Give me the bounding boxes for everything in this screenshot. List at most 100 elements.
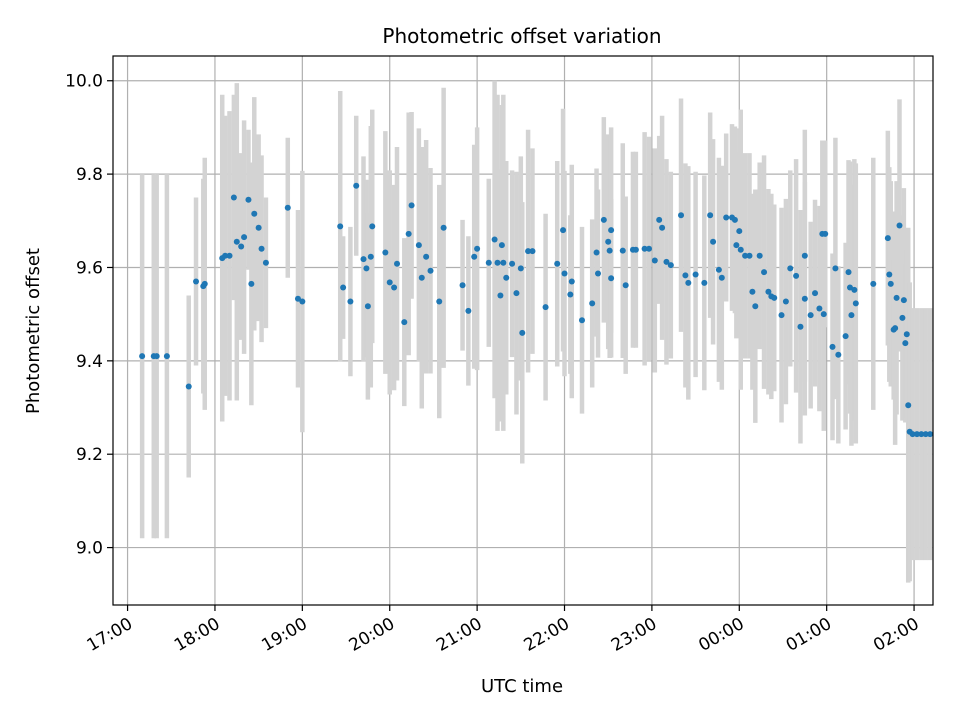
data-point xyxy=(391,284,398,291)
data-point xyxy=(807,312,814,319)
data-point xyxy=(503,274,510,281)
data-point xyxy=(299,298,306,305)
data-point xyxy=(682,272,689,279)
data-point xyxy=(710,238,717,245)
data-point xyxy=(245,196,252,203)
data-point xyxy=(852,300,859,307)
data-point xyxy=(918,431,925,438)
data-point xyxy=(645,245,652,252)
data-point xyxy=(337,223,344,230)
data-point xyxy=(701,279,708,286)
data-point xyxy=(163,353,170,360)
data-point xyxy=(360,256,367,263)
data-point xyxy=(692,271,699,278)
data-point xyxy=(255,224,262,231)
data-point xyxy=(294,295,301,302)
y-axis-label: Photometric offset xyxy=(23,248,44,414)
data-point xyxy=(742,252,749,259)
data-point xyxy=(233,238,240,245)
y-axis-ticks: 9.0 9.2 9.4 9.6 9.8 10.0 xyxy=(65,72,113,559)
data-point xyxy=(418,274,425,281)
data-point xyxy=(605,238,612,245)
data-point xyxy=(238,243,245,250)
data-point xyxy=(394,260,401,267)
data-point xyxy=(415,242,422,249)
data-point xyxy=(829,343,836,350)
data-point xyxy=(835,351,842,358)
data-point xyxy=(436,298,443,305)
data-point xyxy=(765,288,772,295)
data-point xyxy=(896,222,903,229)
data-point xyxy=(353,182,360,189)
data-point xyxy=(568,278,575,285)
data-point xyxy=(251,210,258,217)
data-point xyxy=(386,279,393,286)
data-point xyxy=(193,278,200,285)
data-point xyxy=(887,280,894,287)
data-point xyxy=(685,279,692,286)
data-point xyxy=(459,282,466,289)
data-point xyxy=(884,235,891,242)
data-point xyxy=(567,291,574,298)
data-point xyxy=(369,223,376,230)
data-point xyxy=(787,265,794,272)
data-point xyxy=(801,295,808,302)
data-point xyxy=(593,249,600,256)
data-point xyxy=(761,269,768,276)
data-point xyxy=(651,257,658,264)
data-point xyxy=(262,259,269,266)
data-point xyxy=(736,228,743,235)
data-point xyxy=(913,431,920,438)
data-point xyxy=(797,323,804,330)
data-point xyxy=(529,248,536,255)
data-point xyxy=(284,204,291,211)
data-point xyxy=(903,331,910,338)
chart-title: Photometric offset variation xyxy=(382,24,661,48)
data-point xyxy=(746,252,753,259)
data-point xyxy=(905,402,912,409)
data-point xyxy=(367,253,374,260)
data-point xyxy=(363,265,370,272)
data-point xyxy=(632,246,639,253)
data-point xyxy=(718,274,725,281)
data-point xyxy=(606,247,613,254)
plot-area-frame xyxy=(112,55,934,606)
data-point xyxy=(731,216,738,223)
data-point xyxy=(608,227,615,234)
data-point xyxy=(892,325,899,332)
data-points xyxy=(139,182,934,438)
data-point xyxy=(812,290,819,297)
x-axis-label: UTC time xyxy=(481,676,563,697)
data-point xyxy=(440,224,447,231)
data-point xyxy=(756,252,763,259)
data-point xyxy=(427,267,434,274)
data-point xyxy=(793,272,800,279)
data-point xyxy=(715,266,722,273)
data-point xyxy=(848,312,855,319)
data-point xyxy=(656,216,663,223)
data-point xyxy=(408,202,415,209)
data-point xyxy=(902,340,909,347)
data-point xyxy=(405,230,412,237)
data-point xyxy=(663,258,670,265)
data-point xyxy=(494,259,501,266)
data-point xyxy=(622,282,629,289)
data-point xyxy=(899,314,906,321)
data-point xyxy=(870,280,877,287)
data-point xyxy=(851,286,858,293)
data-point xyxy=(900,297,907,304)
data-point xyxy=(737,246,744,253)
data-point xyxy=(723,214,730,221)
data-point xyxy=(347,298,354,305)
data-point xyxy=(554,260,561,267)
data-point xyxy=(893,294,900,301)
data-point xyxy=(485,259,492,266)
data-point xyxy=(608,275,615,282)
data-point xyxy=(678,212,685,219)
data-point xyxy=(749,288,756,295)
data-point xyxy=(222,252,229,259)
data-point xyxy=(816,305,823,312)
data-point xyxy=(560,227,567,234)
data-point xyxy=(619,247,626,254)
